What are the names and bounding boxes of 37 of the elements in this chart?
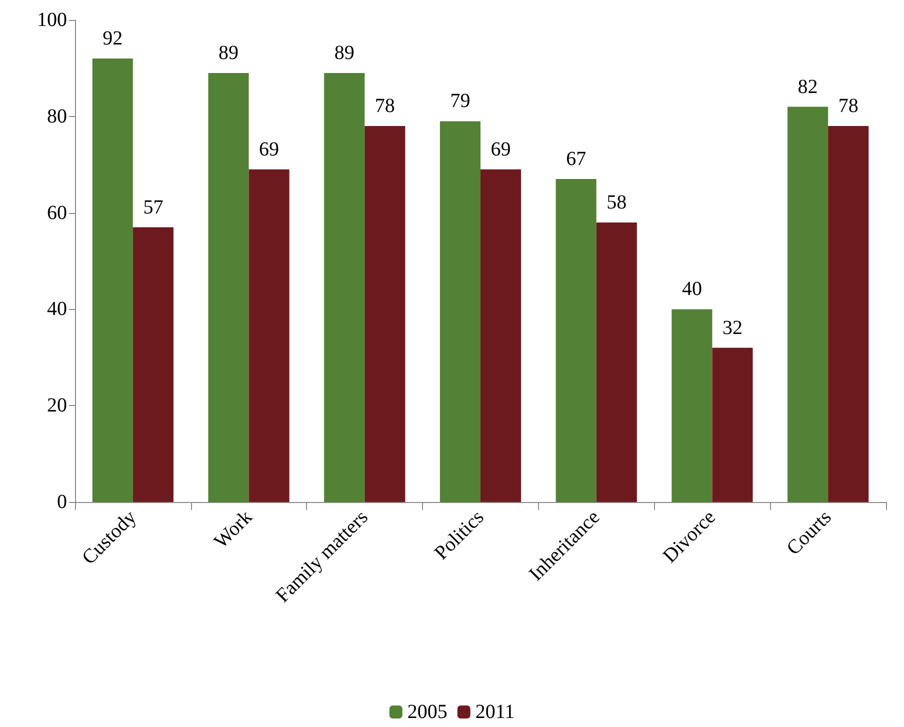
- bar: [324, 73, 365, 502]
- bar: [788, 106, 828, 502]
- bar: [596, 222, 637, 502]
- bar: [556, 179, 596, 502]
- data-label: 89: [334, 42, 354, 64]
- data-label: 89: [218, 42, 239, 64]
- bar: [208, 73, 249, 502]
- bar: [92, 58, 133, 502]
- data-label: 57: [143, 196, 164, 218]
- data-label: 69: [259, 138, 280, 160]
- bar: [712, 348, 753, 502]
- bar: [248, 169, 290, 502]
- x-tick-label: Work: [210, 506, 257, 553]
- y-tick-label: 20: [47, 394, 67, 417]
- data-label: 82: [798, 76, 818, 98]
- data-label: 58: [606, 191, 627, 214]
- data-label: 32: [722, 316, 742, 339]
- bar: [672, 309, 712, 502]
- y-tick-label: 0: [57, 491, 67, 513]
- bar: [364, 126, 406, 502]
- bar: [828, 126, 869, 502]
- data-label: 92: [102, 28, 123, 50]
- bar: [132, 227, 174, 502]
- y-tick-label: 60: [47, 202, 67, 224]
- bar: [480, 169, 522, 502]
- data-label: 67: [566, 148, 586, 170]
- data-label: 78: [374, 95, 395, 118]
- legend-label: 2005: [407, 701, 448, 723]
- bar: [440, 121, 480, 502]
- data-label: 40: [682, 278, 702, 300]
- data-label: 79: [450, 90, 470, 112]
- data-label: 69: [490, 138, 511, 160]
- legend-label: 2011: [475, 701, 515, 723]
- y-tick-label: 40: [47, 298, 67, 320]
- y-tick-label: 100: [37, 9, 67, 31]
- data-label: 78: [838, 95, 858, 118]
- y-tick-label: 80: [47, 105, 67, 128]
